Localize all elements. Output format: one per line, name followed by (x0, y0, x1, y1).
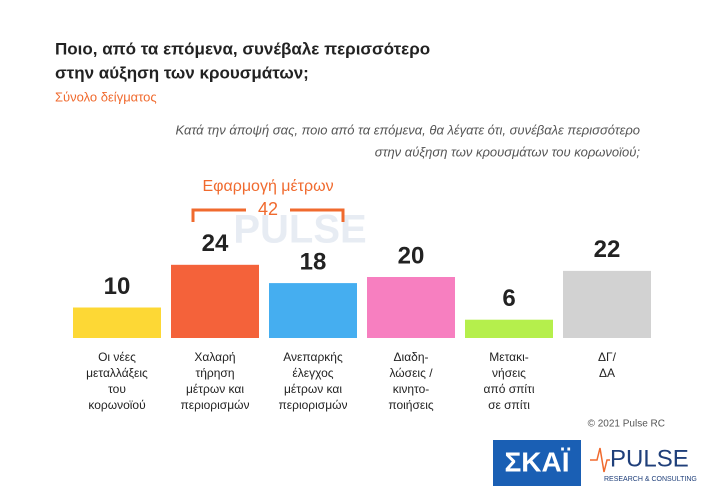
bar (465, 319, 553, 338)
x-tick-label: του (108, 382, 126, 396)
bar (269, 283, 357, 338)
annotation-value: 42 (258, 199, 278, 219)
x-tick-label: Διαδη- (394, 350, 429, 364)
x-tick-label: σε σπίτι (488, 398, 530, 412)
x-tick-label: περιορισμών (181, 398, 250, 412)
bar (563, 270, 651, 338)
x-tick-label: κορωνοϊού (88, 398, 145, 412)
skai-logo-box (493, 440, 581, 486)
x-tick-label: Μετακι- (489, 350, 529, 364)
x-tick-label: Ανεπαρκής (283, 350, 343, 364)
x-tick-label: ΔΓ/ (598, 350, 617, 364)
pulse-logo-wave (590, 447, 610, 473)
pulse-logo-sub: RESEARCH & CONSULTING (604, 476, 697, 483)
value-label: 22 (594, 236, 621, 263)
x-tick-label: μέτρων και (186, 382, 244, 396)
watermark: PULSE (233, 208, 366, 252)
x-tick-label: από σπίτι (484, 382, 535, 396)
x-tick-label: νήσεις (492, 366, 526, 380)
pulse-logo: PULSE (610, 445, 689, 472)
x-tick-label: μέτρων και (284, 382, 342, 396)
question: στην αύξηση των κρουσμάτων του κορωνοϊού… (375, 144, 641, 159)
chart-title: στην αύξηση των κρουσμάτων; (55, 63, 309, 82)
question: Κατά την άποψή σας, ποιο από τα επόμενα,… (176, 122, 640, 137)
annotation-label: Εφαρμογή μέτρων (202, 178, 333, 195)
bar (171, 264, 259, 338)
x-tick-label: ΔΑ (599, 366, 615, 380)
value-label: 10 (104, 273, 131, 300)
x-tick-label: έλεγχος (292, 366, 333, 380)
chart-title: Ποιο, από τα επόμενα, συνέβαλε περισσότε… (55, 39, 430, 58)
x-tick-label: Χαλαρή (194, 350, 235, 364)
x-tick-label: περιορισμών (279, 398, 348, 412)
x-tick-label: λώσεις / (389, 366, 433, 380)
skai-logo: ΣΚΑΪ (504, 446, 570, 477)
value-label: 20 (398, 242, 425, 269)
copyright: © 2021 Pulse RC (588, 419, 665, 430)
x-tick-label: ποιήσεις (388, 398, 434, 412)
value-label: 18 (300, 248, 327, 275)
value-label: 6 (502, 285, 515, 312)
bar (73, 307, 161, 338)
x-tick-label: κινητο- (393, 382, 430, 396)
x-tick-label: Οι νέες (98, 350, 136, 364)
x-tick-label: τήρηση (196, 366, 235, 380)
chart-subtitle: Σύνολο δείγματος (55, 89, 157, 104)
x-tick-label: μεταλλάξεις (86, 366, 148, 380)
value-label: 24 (202, 230, 229, 257)
annotation-bracket (191, 208, 345, 222)
bar (367, 277, 455, 338)
